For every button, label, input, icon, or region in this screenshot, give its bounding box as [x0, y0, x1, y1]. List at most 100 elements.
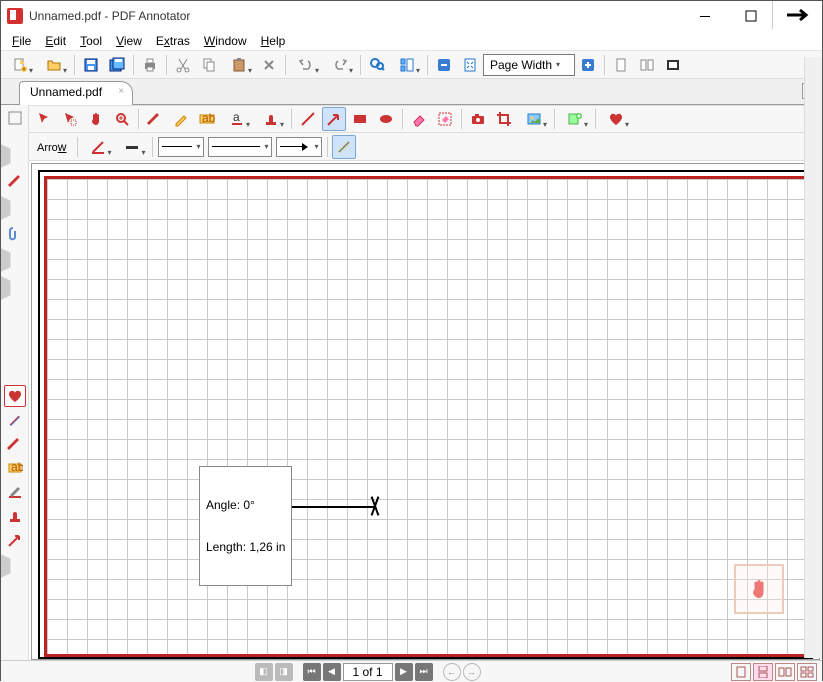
stamp-tool[interactable] [255, 107, 287, 131]
tooltip-angle: Angle: 0° [206, 498, 285, 512]
minimize-button[interactable] [682, 1, 728, 31]
first-page-button[interactable]: ⏮ [303, 663, 321, 681]
side-stamp2-icon[interactable] [4, 505, 26, 527]
document-tab[interactable]: Unnamed.pdf × [19, 81, 133, 105]
delete-button[interactable] [257, 53, 281, 77]
nav-forward-button[interactable]: → [463, 663, 481, 681]
fullscreen-button[interactable] [661, 53, 685, 77]
open-button[interactable] [38, 53, 70, 77]
sidebar-notch-3[interactable] [1, 248, 11, 272]
pointer-tool[interactable] [32, 107, 56, 131]
line-end-select[interactable]: ▾ [276, 137, 322, 157]
page-frame: Angle: 0° Length: 1,26 in [38, 170, 813, 659]
snapshot-tool[interactable] [466, 107, 490, 131]
menu-extras[interactable]: Extras [149, 33, 197, 49]
zoom-in-button[interactable] [576, 53, 600, 77]
menu-help[interactable]: Help [254, 33, 293, 49]
title-bar: Unnamed.pdf - PDF Annotator [1, 1, 822, 31]
view-book-button[interactable] [797, 663, 817, 681]
tab-strip: Unnamed.pdf × ▾ [1, 79, 822, 105]
copy-button[interactable] [197, 53, 221, 77]
redo-button[interactable] [324, 53, 356, 77]
next-annotation-button[interactable] [772, 1, 822, 29]
menu-file[interactable]: File [5, 33, 38, 49]
menu-tool[interactable]: Tool [73, 33, 109, 49]
zoom-tool[interactable] [110, 107, 134, 131]
next-page-button[interactable]: ▶ [395, 663, 413, 681]
ellipse-tool[interactable] [374, 107, 398, 131]
line-color-picker[interactable] [82, 135, 114, 159]
add-favorite-button[interactable] [559, 107, 591, 131]
pan-tool[interactable] [84, 107, 108, 131]
fit-page-button[interactable] [458, 53, 482, 77]
line-width-picker[interactable] [116, 135, 148, 159]
lasso-tool[interactable] [58, 107, 82, 131]
vertical-scrollbar[interactable] [804, 57, 822, 658]
tab-close-icon[interactable]: × [118, 86, 124, 97]
tab-label: Unnamed.pdf [30, 85, 102, 99]
arrow-tool[interactable] [322, 107, 346, 131]
page-gesture-hint-icon [734, 564, 784, 614]
side-text-icon[interactable]: abl [4, 457, 26, 479]
sidebar-notch-1[interactable] [1, 144, 11, 168]
canvas-area[interactable]: Angle: 0° Length: 1,26 in [31, 163, 820, 660]
svg-text:a: a [233, 111, 240, 124]
save-all-button[interactable] [105, 53, 129, 77]
sidebar-notch-4[interactable] [1, 554, 11, 578]
view-continuous-button[interactable] [753, 663, 773, 681]
image-tool[interactable] [518, 107, 550, 131]
maximize-button[interactable] [728, 1, 774, 31]
sidebar-notch-3b[interactable] [1, 276, 11, 300]
page: Angle: 0° Length: 1,26 in [44, 176, 807, 657]
view-two-page-button[interactable] [775, 663, 795, 681]
side-arrow2-icon[interactable] [4, 529, 26, 551]
erase-area-tool[interactable] [433, 107, 457, 131]
left-sidebar: abl [1, 105, 29, 660]
new-page-after-button[interactable]: ◨ [275, 663, 293, 681]
menu-view[interactable]: View [109, 33, 149, 49]
find-button[interactable] [365, 53, 389, 77]
side-highlight-icon[interactable] [4, 481, 26, 503]
print-button[interactable] [138, 53, 162, 77]
pen-tool[interactable] [143, 107, 167, 131]
new-page-before-button[interactable]: ◧ [255, 663, 273, 681]
sidebar-toggle-button[interactable] [391, 53, 423, 77]
zoom-out-button[interactable] [432, 53, 456, 77]
snap-toggle[interactable] [332, 135, 356, 159]
new-button[interactable] [4, 53, 36, 77]
side-heart-icon[interactable] [4, 385, 26, 407]
nav-back-button[interactable]: ← [443, 663, 461, 681]
rectangle-tool[interactable] [348, 107, 372, 131]
select-rect-icon[interactable] [4, 107, 26, 129]
two-page-button[interactable] [635, 53, 659, 77]
menu-bar: File Edit Tool View Extras Window Help [1, 31, 822, 51]
page-indicator[interactable]: 1 of 1 [343, 663, 393, 681]
side-pencil2-icon[interactable] [4, 433, 26, 455]
undo-button[interactable] [290, 53, 322, 77]
favorites-button[interactable] [600, 107, 632, 131]
paste-button[interactable] [223, 53, 255, 77]
underline-tool[interactable]: a [221, 107, 253, 131]
last-page-button[interactable]: ⏭ [415, 663, 433, 681]
line-tool[interactable] [296, 107, 320, 131]
cut-button[interactable] [171, 53, 195, 77]
sidebar-notch-2[interactable] [1, 196, 11, 220]
zoom-mode-select[interactable]: Page Width ▾ [483, 54, 575, 76]
tool-options-bar: Arrow ▾ ▾ ▾ [29, 133, 822, 161]
line-style-select[interactable]: ▾ [158, 137, 204, 157]
marker-tool[interactable] [169, 107, 193, 131]
main-toolbar: Page Width ▾ [1, 51, 822, 79]
crop-tool[interactable] [492, 107, 516, 131]
side-pen-icon[interactable] [4, 171, 26, 193]
prev-page-button[interactable]: ◀ [323, 663, 341, 681]
save-button[interactable] [79, 53, 103, 77]
eraser-tool[interactable] [407, 107, 431, 131]
menu-edit[interactable]: Edit [38, 33, 73, 49]
side-clip-icon[interactable] [4, 223, 26, 245]
side-marker-icon[interactable] [4, 409, 26, 431]
textbox-tool[interactable]: abl [195, 107, 219, 131]
single-page-button[interactable] [609, 53, 633, 77]
line-start-select[interactable]: ▾ [208, 137, 272, 157]
menu-window[interactable]: Window [197, 33, 254, 49]
view-single-button[interactable] [731, 663, 751, 681]
